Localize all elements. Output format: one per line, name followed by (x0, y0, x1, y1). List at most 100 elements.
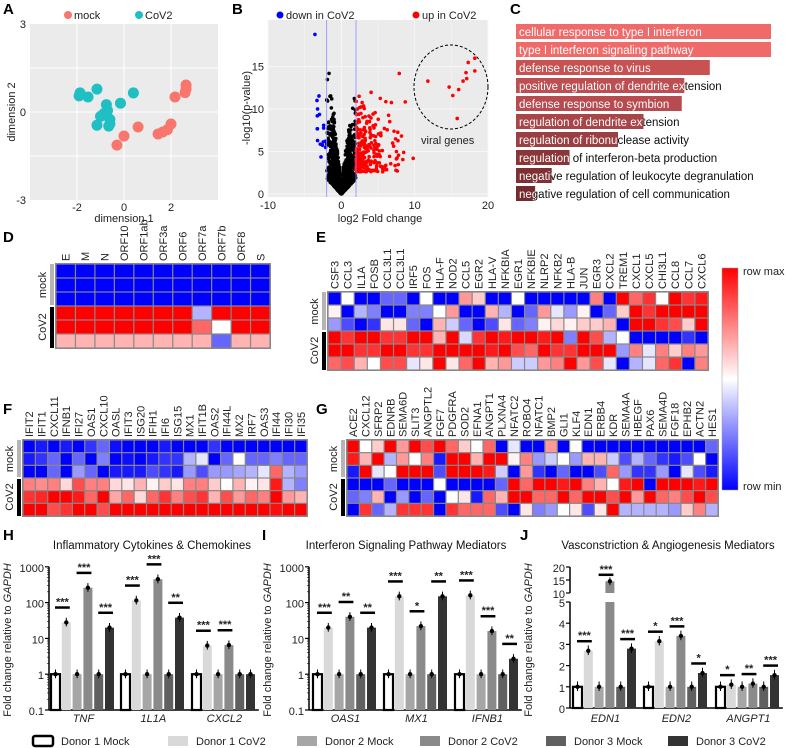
heatmap-e-cell (433, 357, 446, 370)
chart-i-bar (416, 626, 426, 710)
heatmap-f-cell (48, 440, 60, 453)
heatmap-e-cell (695, 331, 708, 344)
heatmap-g-cell (669, 440, 681, 453)
volcano-point-down (315, 126, 320, 131)
volcano-point (336, 176, 341, 181)
heatmap-g-cell (693, 478, 706, 491)
heatmap-d-cell (134, 292, 153, 306)
legend-swatch (420, 736, 440, 746)
chart-h-bar (83, 587, 93, 710)
go-bar (516, 132, 618, 147)
go-term-label: regulation of ribonuclease activity (519, 135, 689, 147)
chart-i-significance-stars: ** (505, 633, 514, 645)
volcano-xtick: -10 (260, 200, 276, 212)
volcano-point-up (373, 138, 377, 143)
heatmap-g-cell (372, 440, 384, 453)
heatmap-e-cell (459, 331, 472, 344)
chart-j-significance-stars: *** (600, 564, 614, 576)
heatmap-f-cell (48, 478, 60, 491)
chart-i-replicate-dot (386, 672, 391, 677)
chart-i-replicate-dot (511, 656, 516, 661)
heatmap-e-cell (551, 357, 564, 370)
heatmap-g-cell (681, 491, 693, 503)
heatmap-f-cell (295, 465, 307, 478)
volcano-point (331, 127, 336, 131)
volcano-point (331, 112, 336, 117)
heatmap-g-cell (545, 503, 557, 516)
heatmap-d-cell (192, 334, 212, 348)
heatmap-g-cell (347, 491, 359, 503)
heatmap-e-cell (512, 344, 524, 357)
heatmap-g-cell (471, 440, 483, 453)
heatmap-e-cell (603, 331, 616, 344)
heatmap-e-row-group-label: CoV2 (309, 337, 321, 365)
chart-i-bar (394, 596, 404, 710)
chart-h-bar (72, 674, 82, 710)
heatmap-f-cell (184, 478, 196, 491)
volcano-point (329, 140, 334, 145)
chart-i-replicate-dot (369, 625, 374, 630)
heatmap-g-cell (545, 465, 557, 478)
heatmap-e-cell (472, 357, 485, 370)
volcano-point (336, 168, 341, 172)
chart-h-bar (142, 674, 152, 710)
heatmap-f-column-label: CXCL11 (49, 396, 61, 437)
heatmap-e-cell (564, 305, 577, 318)
pca-point (111, 139, 123, 151)
heatmap-e-column-label: EGR1 (513, 259, 525, 289)
heatmap-g-column-label: ERBB4 (596, 401, 608, 437)
heatmap-e-cell (551, 305, 564, 318)
heatmap-f-cell (282, 465, 295, 478)
heatmap-e-column-label: TREM1 (618, 252, 630, 289)
volcano-point (350, 122, 355, 127)
heatmap-e-cell (525, 318, 538, 331)
chart-i-bar (345, 616, 355, 710)
heatmap-d-cell (212, 278, 231, 292)
heatmap-g-cell (619, 453, 631, 465)
heatmap-e-cell (420, 344, 433, 357)
heatmap-d-cell (173, 320, 192, 334)
heatmap-e-column-label: NFKBIE (526, 249, 538, 289)
heatmap-g-cell (570, 491, 582, 503)
volcano-point-up (367, 114, 371, 118)
heatmap-e-cell (420, 318, 433, 331)
chart-h-bar (235, 674, 245, 710)
heatmap-g-cell (372, 478, 384, 491)
chart-h-replicate-dot (248, 672, 253, 677)
heatmap-g-cell (681, 440, 693, 453)
volcano-point (328, 94, 332, 99)
volcano-point-up (403, 100, 408, 104)
heatmap-g-column-label: NFATC2 (509, 396, 521, 437)
chart-i-significance-stars: ** (363, 602, 372, 614)
heatmap-e-cell (590, 344, 603, 357)
volcano-point-up (366, 167, 371, 171)
chart-h-replicate-dot (107, 625, 112, 630)
heatmap-g-cell (421, 440, 433, 453)
heatmap-e-cell (446, 344, 459, 357)
heatmap-d-row-group-label: mock (37, 271, 49, 298)
heatmap-f-cell (208, 503, 220, 516)
heatmap-d-column-label: M (80, 252, 92, 261)
heatmap-e-group-bar-mock (322, 292, 326, 330)
heatmap-g-cell (496, 503, 508, 516)
chart-j-bar (583, 650, 593, 708)
volcano-point-up (447, 85, 451, 89)
chart-h-bar (164, 674, 174, 710)
chart-j-bar (759, 686, 769, 708)
go-term-label: defense response to symbion (519, 99, 669, 111)
volcano-point-up (372, 154, 376, 159)
volcano-point-up (357, 144, 361, 148)
chart-j-ytick-label: 1 (559, 683, 565, 695)
volcano-point (326, 120, 331, 125)
heatmap-g-column-label: ACTN2 (694, 401, 706, 437)
chart-i-ytick-label: 0.1 (289, 706, 304, 718)
heatmap-f-cell (295, 478, 307, 491)
heatmap-e-cell (669, 344, 682, 357)
chart-i-replicate-dot (489, 628, 495, 634)
volcano-point-up (426, 79, 430, 83)
heatmap-g-cell (458, 465, 471, 478)
heatmap-e-cell (341, 331, 354, 344)
heatmap-g-cell (347, 440, 359, 453)
heatmap-e-cell (446, 305, 459, 318)
heatmap-d-column-label: E (61, 254, 73, 261)
